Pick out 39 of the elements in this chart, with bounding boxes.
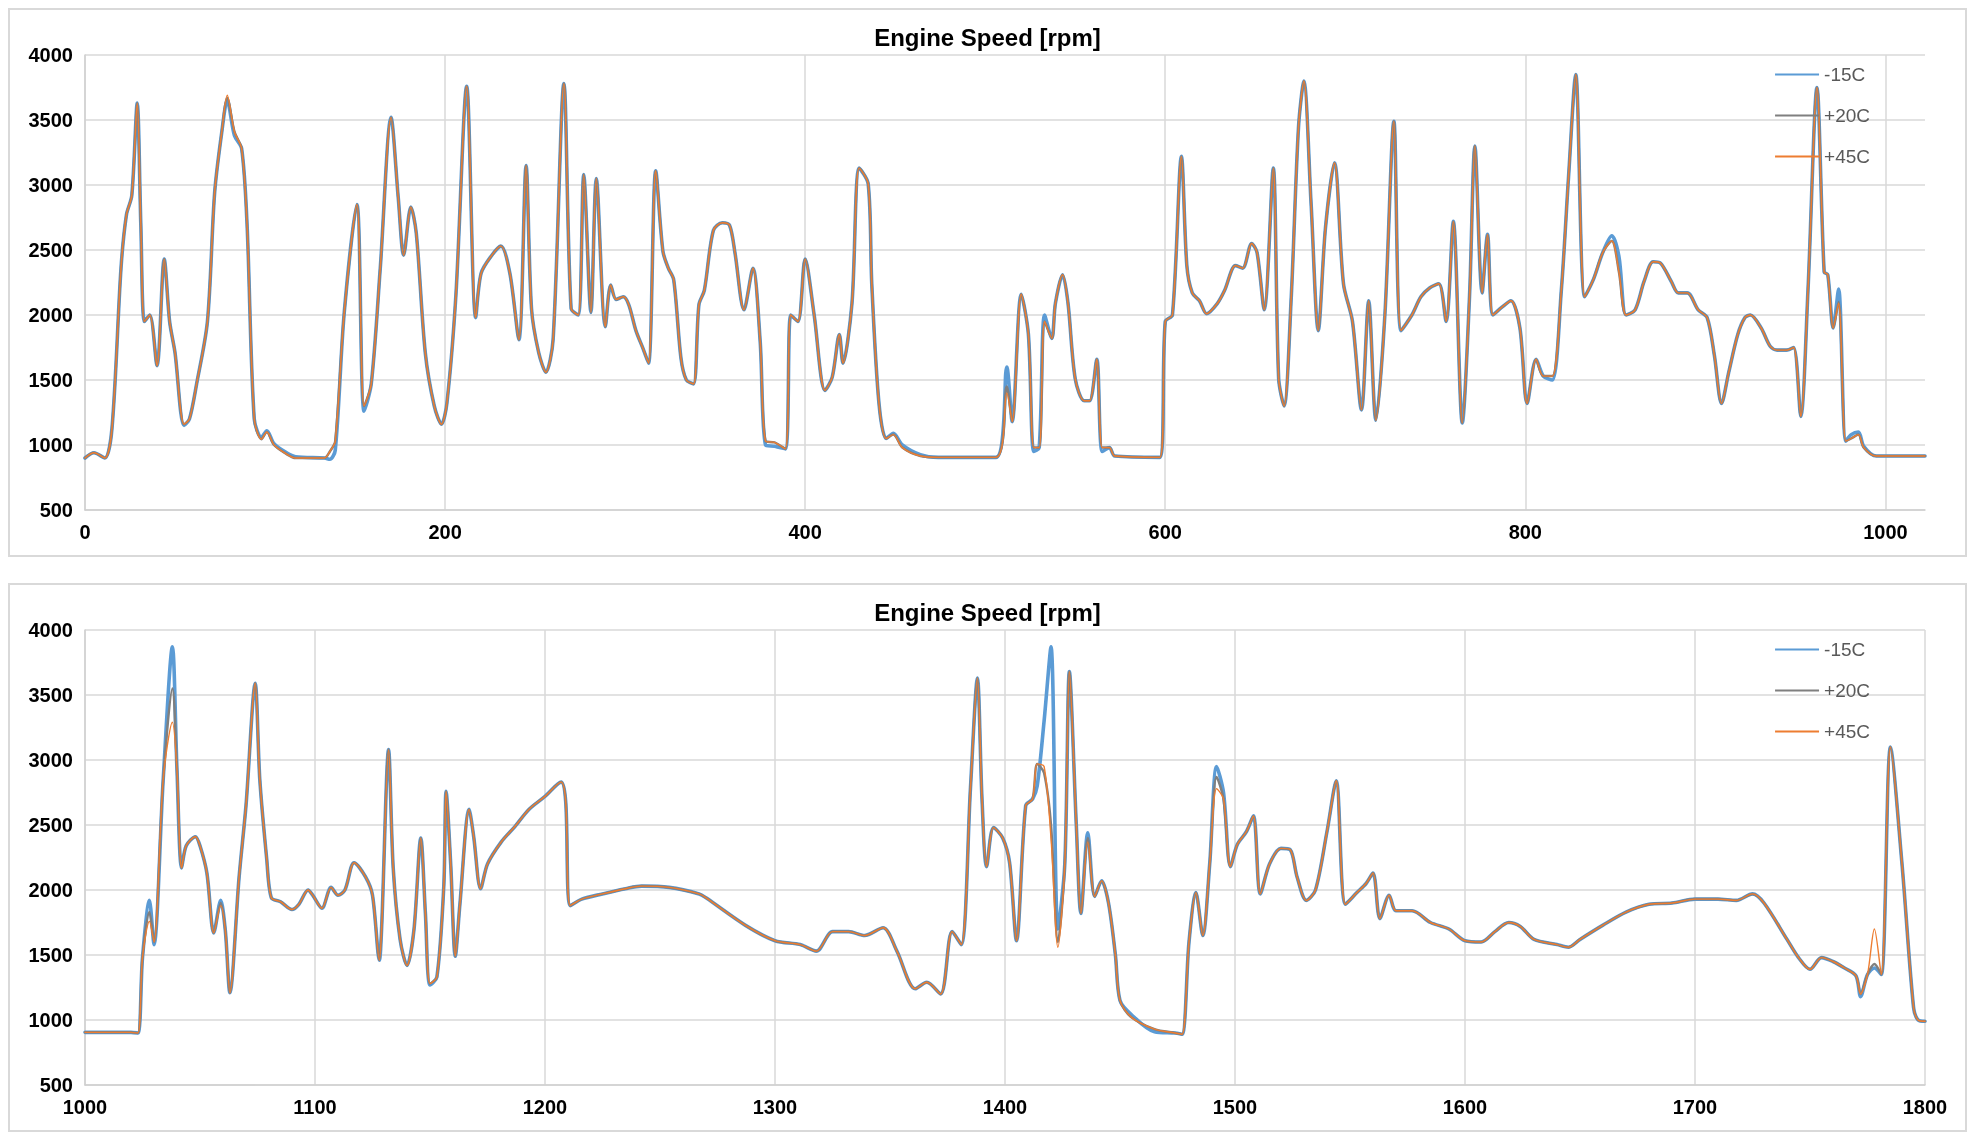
x-tick-label: 1000 (62, 1096, 108, 1118)
x-tick-label: 1700 (1672, 1096, 1718, 1118)
legend-label: +20C (1824, 105, 1870, 126)
x-tick-label: 200 (428, 521, 462, 543)
y-tick-label: 4000 (28, 619, 73, 641)
y-tick-label: 1500 (28, 944, 73, 966)
x-tick-label: 1500 (1212, 1096, 1258, 1118)
x-tick-label: 1400 (982, 1096, 1028, 1118)
chart-title: Engine Speed [rpm] (874, 598, 1101, 626)
x-tick-label: 1200 (522, 1096, 568, 1118)
x-tick-label: 600 (1148, 521, 1182, 543)
x-tick-label: 1000 (1863, 521, 1908, 543)
legend-label: +45C (1824, 146, 1870, 167)
chart-title: Engine Speed [rpm] (874, 23, 1101, 51)
x-tick-label: 400 (788, 521, 822, 543)
y-tick-label: 2500 (28, 239, 73, 261)
y-tick-label: 1500 (28, 369, 73, 391)
y-tick-label: 2500 (28, 814, 73, 836)
x-tick-label: 800 (1508, 521, 1542, 543)
y-tick-label: 3000 (28, 749, 73, 771)
x-tick-label: 1800 (1902, 1096, 1948, 1118)
legend-label: +20C (1824, 680, 1870, 701)
x-tick-label: 1300 (752, 1096, 798, 1118)
y-tick-label: 500 (39, 1074, 73, 1096)
y-tick-label: 4000 (28, 44, 73, 66)
y-tick-label: 3000 (28, 174, 73, 196)
y-tick-label: 3500 (28, 684, 73, 706)
x-tick-label: 1100 (293, 1096, 337, 1118)
legend-label: +45C (1824, 721, 1870, 742)
y-tick-label: 2000 (28, 304, 73, 326)
legend-label: -15C (1824, 639, 1866, 660)
legend-label: -15C (1824, 64, 1866, 85)
y-tick-label: 2000 (28, 879, 73, 901)
x-tick-label: 0 (79, 521, 91, 543)
y-tick-label: 3500 (28, 109, 73, 131)
y-tick-label: 1000 (28, 1009, 73, 1031)
y-tick-label: 500 (39, 499, 73, 521)
y-tick-label: 1000 (28, 434, 73, 456)
x-tick-label: 1600 (1442, 1096, 1488, 1118)
